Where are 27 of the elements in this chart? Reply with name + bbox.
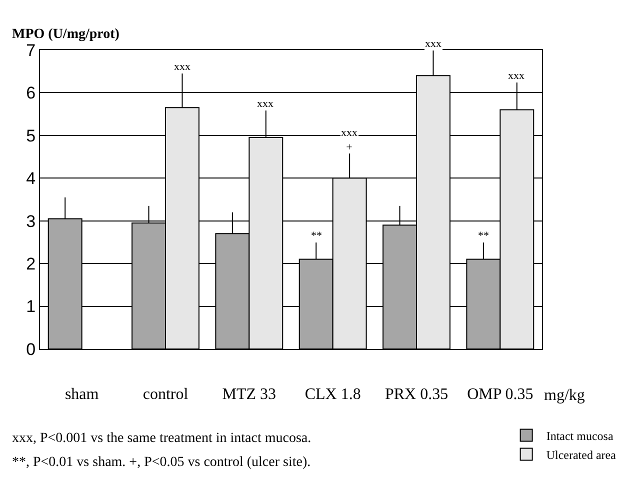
data-label: xxx [508, 70, 525, 82]
y-tick-label: 4 [26, 169, 36, 188]
y-axis-title: MPO (U/mg/prot) [12, 27, 120, 42]
x-tick-label: PRX 0.35 [384, 386, 448, 404]
y-tick-label: 2 [26, 254, 36, 274]
legend-label: Intact mucosa [546, 428, 614, 443]
x-tick-label: MTZ 33 [222, 386, 276, 404]
y-tick-label: 1 [26, 297, 36, 316]
y-tick-label: 6 [26, 84, 36, 103]
x-tick-label: CLX 1.8 [304, 386, 361, 404]
y-tick-label: 5 [26, 126, 36, 146]
data-label: xxx + [341, 127, 358, 154]
data-label: xxx [425, 38, 442, 50]
text: xxx, P<0.001 vs the same treatment in intact mucosa. [12, 431, 312, 446]
x-tick-label: sham [64, 386, 100, 404]
data-label: xxx [257, 98, 274, 110]
data-label: ** [478, 230, 489, 242]
data-label: ** [311, 230, 322, 242]
x-axis-title: mg/kg [544, 387, 585, 404]
legend-label: Ulcerated area [546, 448, 617, 462]
data-label: xxx [174, 61, 191, 73]
y-tick-label: 7 [26, 40, 36, 60]
x-tick-label: control [142, 386, 189, 404]
y-tick-label: 0 [26, 340, 36, 359]
text: **, P<0.01 vs sham. +, P<0.05 vs control (ulcer site). [12, 455, 311, 470]
y-tick-label: 3 [26, 212, 36, 231]
x-tick-label: OMP 0.35 [467, 386, 534, 404]
